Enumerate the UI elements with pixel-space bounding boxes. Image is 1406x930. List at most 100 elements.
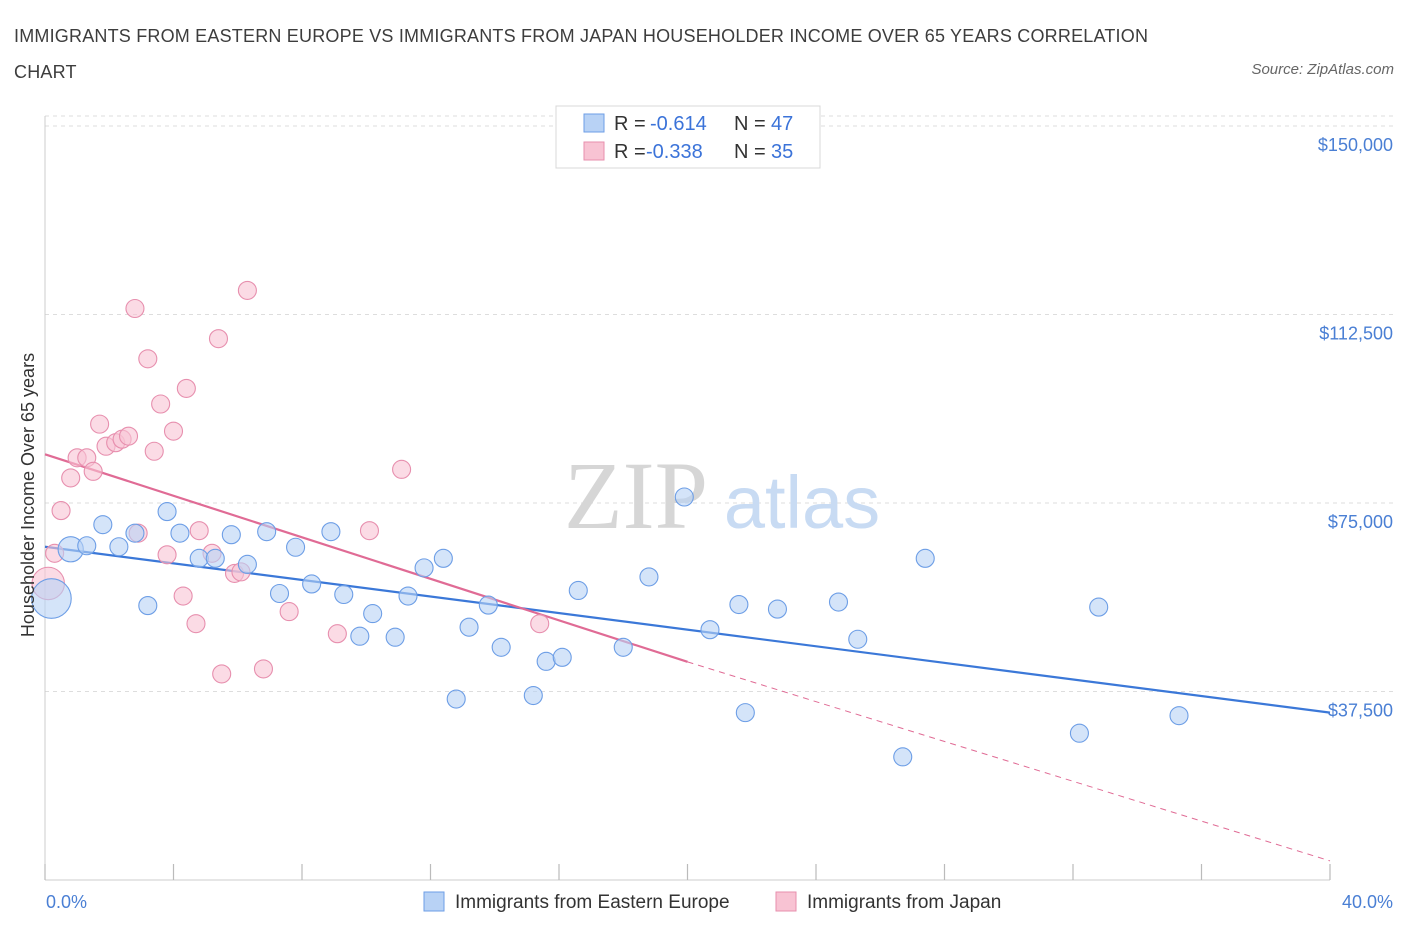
point-eastern-europe (639, 567, 659, 587)
y-tick-label: $37,500 (1328, 701, 1393, 721)
point-eastern-europe (523, 685, 543, 706)
point-eastern-europe (414, 558, 434, 578)
point-japan (138, 349, 158, 369)
point-eastern-europe (767, 599, 788, 619)
x-tick-label-min: 0.0% (46, 892, 87, 912)
series-legend: Immigrants from Eastern Europe Immigrant… (423, 891, 1001, 913)
legend-r-label-1: R = (614, 113, 646, 135)
point-japan (83, 461, 103, 481)
point-eastern-europe (433, 548, 453, 568)
legend-swatch-blue (583, 113, 605, 133)
point-eastern-europe (257, 522, 277, 542)
legend-n-label-2: N = (734, 141, 766, 163)
trend-lines (44, 453, 1331, 862)
x-tick-labels: 0.0% 40.0% (46, 892, 1393, 912)
point-eastern-europe (552, 647, 572, 667)
point-eastern-europe (77, 536, 97, 556)
y-tick-label: $150,000 (1318, 135, 1393, 155)
point-eastern-europe (459, 617, 479, 637)
point-eastern-europe (536, 651, 556, 671)
point-eastern-europe (109, 537, 129, 557)
series-label-japan: Immigrants from Japan (807, 892, 1001, 913)
data-points (31, 280, 1189, 767)
point-eastern-europe (491, 637, 511, 657)
series-swatch-japan (775, 891, 797, 912)
point-eastern-europe (893, 747, 913, 767)
point-japan (212, 664, 232, 684)
point-eastern-europe (385, 627, 405, 647)
legend-r-value-2: -0.338 (646, 141, 703, 163)
y-tick-labels: $37,500 $75,000 $112,500 $150,000 (1318, 135, 1393, 720)
point-japan (125, 298, 145, 319)
axes (44, 116, 1331, 881)
grid-lines (45, 115, 1394, 693)
point-eastern-europe (350, 626, 370, 646)
y-axis-label: Householder Income Over 65 years (18, 353, 38, 637)
legend-n-value-2: 35 (771, 141, 793, 163)
point-japan (176, 378, 196, 398)
point-japan (51, 501, 71, 521)
point-eastern-europe (363, 604, 383, 624)
point-eastern-europe (157, 502, 177, 522)
watermark: ZIP atlas (564, 442, 880, 549)
point-eastern-europe (828, 592, 849, 612)
point-eastern-europe (915, 548, 935, 568)
point-eastern-europe (321, 522, 341, 542)
point-eastern-europe (170, 523, 190, 543)
point-japan (163, 421, 184, 441)
point-japan (279, 602, 299, 622)
point-japan (157, 545, 177, 565)
point-eastern-europe (1069, 723, 1089, 743)
legend-swatch-pink (583, 141, 605, 161)
chart-title: IMMIGRANTS FROM EASTERN EUROPE VS IMMIGR… (14, 26, 1149, 82)
point-eastern-europe (237, 554, 257, 574)
point-eastern-europe (729, 595, 749, 615)
trend-line-japan-extension (687, 661, 1331, 862)
watermark-atlas: atlas (724, 461, 880, 544)
series-swatch-eastern-europe (423, 891, 445, 912)
y-tick-label: $112,500 (1319, 324, 1393, 344)
point-eastern-europe (735, 703, 755, 723)
point-eastern-europe (205, 548, 225, 568)
trend-line-japan (44, 453, 688, 663)
point-japan (237, 280, 257, 300)
point-eastern-europe (93, 515, 113, 535)
point-eastern-europe (1169, 706, 1189, 726)
x-tick-label-max: 40.0% (1342, 892, 1393, 912)
point-eastern-europe (125, 523, 145, 543)
point-eastern-europe (398, 586, 418, 606)
point-eastern-europe (613, 637, 633, 657)
point-japan (186, 614, 206, 634)
point-eastern-europe (221, 525, 241, 545)
point-japan (118, 426, 139, 446)
point-eastern-europe (1089, 597, 1109, 617)
point-eastern-europe (302, 574, 322, 594)
point-eastern-europe (334, 584, 354, 605)
point-eastern-europe (446, 689, 466, 709)
source-label: Source: ZipAtlas.com (1251, 61, 1394, 78)
point-japan (392, 459, 412, 479)
point-japan (61, 468, 81, 488)
legend-r-label-2: R = (614, 141, 646, 163)
point-japan (530, 614, 550, 634)
point-eastern-europe (568, 580, 588, 601)
point-eastern-europe (848, 629, 868, 649)
point-japan (90, 414, 110, 434)
legend-n-value-1: 47 (771, 113, 793, 135)
point-japan (189, 521, 209, 541)
point-japan (208, 329, 229, 349)
y-tick-label: $75,000 (1328, 512, 1393, 532)
point-japan (327, 624, 347, 644)
point-japan (144, 441, 164, 461)
legend-r-value-1: -0.614 (650, 113, 707, 135)
point-japan (151, 394, 171, 414)
point-eastern-europe (138, 596, 158, 616)
point-japan (359, 521, 380, 541)
point-eastern-europe (674, 487, 694, 507)
point-japan (253, 659, 274, 679)
point-eastern-europe (700, 620, 720, 640)
point-eastern-europe (269, 583, 290, 604)
point-japan (173, 586, 193, 606)
point-eastern-europe (478, 595, 498, 615)
